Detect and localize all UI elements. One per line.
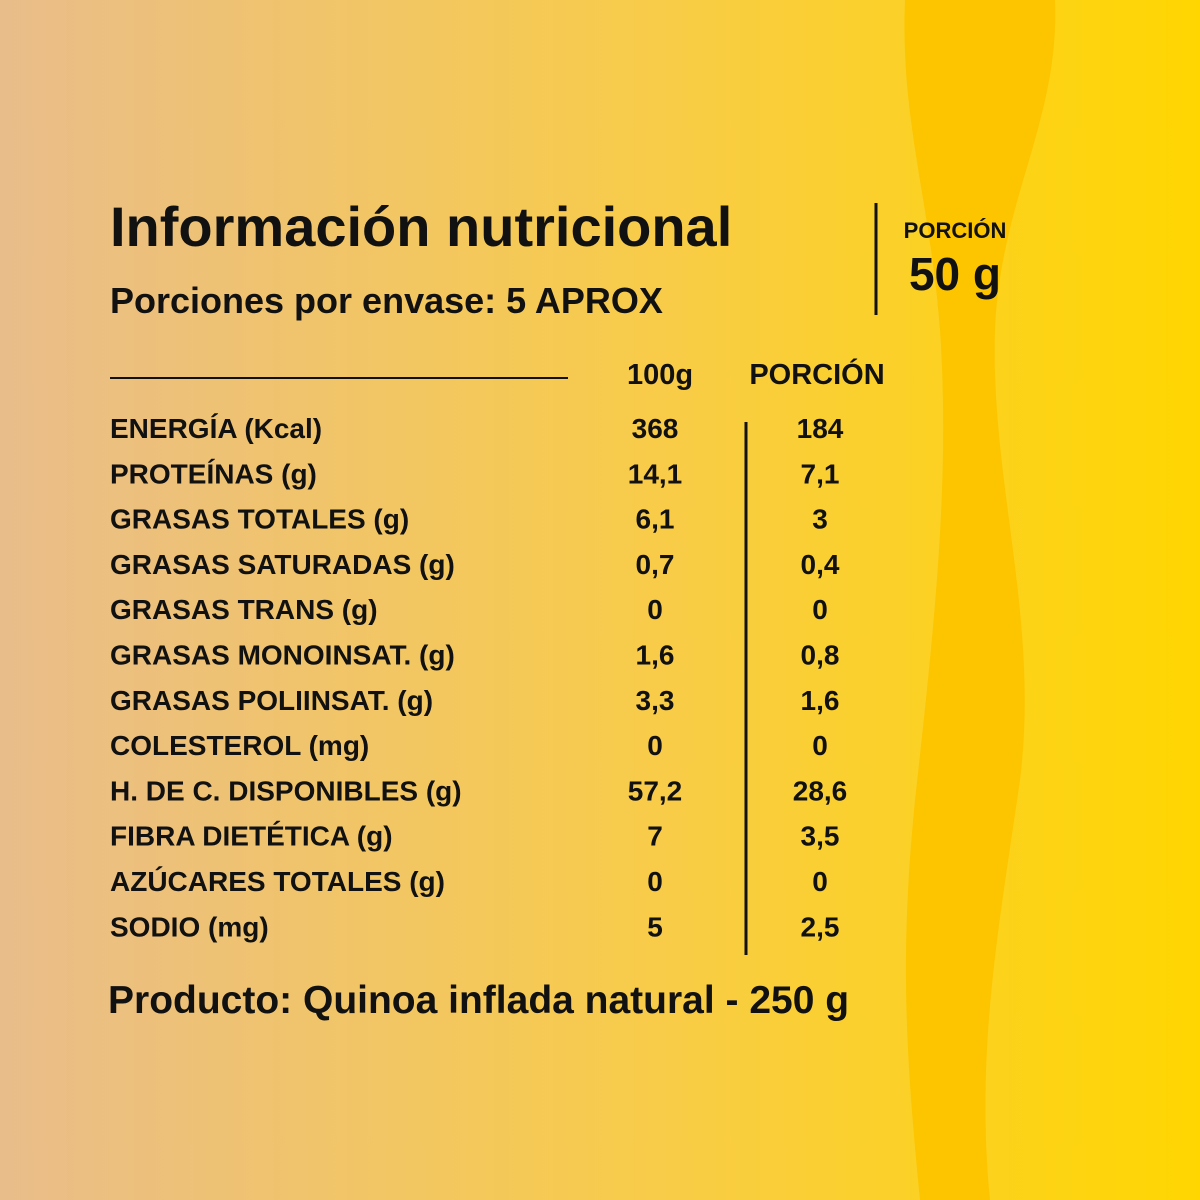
title: Información nutricional: [110, 195, 732, 258]
row-label: GRASAS TRANS (g): [110, 594, 378, 625]
value-portion: 0,8: [801, 640, 840, 671]
value-portion: 28,6: [793, 775, 848, 806]
value-100g: 0: [647, 866, 663, 897]
value-100g: 7: [647, 821, 663, 852]
value-100g: 0: [647, 594, 663, 625]
value-100g: 57,2: [628, 775, 683, 806]
row-label: FIBRA DIETÉTICA (g): [110, 821, 393, 852]
wave-band: [904, 0, 1056, 1200]
row-label: GRASAS TOTALES (g): [110, 504, 409, 535]
value-portion: 3,5: [801, 821, 840, 852]
value-portion: 0: [812, 866, 828, 897]
value-portion: 0: [812, 594, 828, 625]
row-label: SODIO (mg): [110, 911, 269, 942]
row-label: GRASAS SATURADAS (g): [110, 549, 455, 580]
value-portion: 184: [797, 413, 844, 444]
value-portion: 1,6: [801, 685, 840, 716]
row-label: GRASAS POLIINSAT. (g): [110, 685, 433, 716]
value-portion: 0: [812, 730, 828, 761]
row-label: PROTEÍNAS (g): [110, 458, 317, 489]
value-portion: 3: [812, 504, 828, 535]
portion-label: PORCIÓN: [904, 218, 1007, 243]
value-portion: 0,4: [801, 549, 840, 580]
subtitle: Porciones por envase: 5 APROX: [110, 280, 663, 321]
value-100g: 6,1: [636, 504, 675, 535]
value-100g: 14,1: [628, 458, 683, 489]
value-100g: 3,3: [636, 685, 675, 716]
row-label: GRASAS MONOINSAT. (g): [110, 640, 455, 671]
row-label: COLESTEROL (mg): [110, 730, 369, 761]
value-100g: 5: [647, 911, 663, 942]
column-header: 100g: [627, 359, 693, 391]
footer: Producto: Quinoa inflada natural - 250 g: [108, 979, 849, 1022]
column-header: PORCIÓN: [749, 357, 884, 391]
value-portion: 2,5: [801, 911, 840, 942]
row-label: AZÚCARES TOTALES (g): [110, 866, 445, 897]
value-100g: 368: [632, 413, 679, 444]
row-label: ENERGÍA (Kcal): [110, 413, 322, 444]
value-portion: 7,1: [801, 458, 840, 489]
table-body: ENERGÍA (Kcal) 368 184 PROTEÍNAS (g) 14,1 7,1…: [110, 413, 847, 942]
row-label: H. DE C. DISPONIBLES (g): [110, 775, 462, 806]
portion-value: 50 g: [909, 248, 1001, 300]
value-100g: 1,6: [636, 640, 675, 671]
value-100g: 0: [647, 730, 663, 761]
value-100g: 0,7: [636, 549, 675, 580]
